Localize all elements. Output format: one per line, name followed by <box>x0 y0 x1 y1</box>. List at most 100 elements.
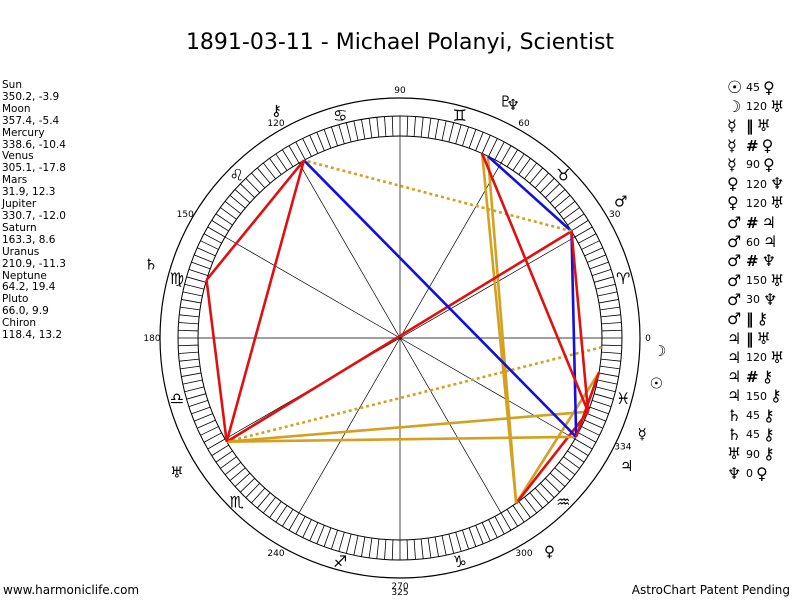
aspect-list: ☉ 45 ♀ ☽ 120 ♅ ☿ ‖ ♅ ☿ # ♀ ☿ 90 ♀ ♀ 120 ♆ ♀ 120 ♅ ♂ # ♃ ♂ 60 ♃ ♂ # ♆ ♂… <box>727 78 799 483</box>
aspect-planet-b: ♅ <box>770 347 785 367</box>
degree-tick <box>345 122 352 143</box>
aspect-planet-b: ⚷ <box>763 444 775 464</box>
aspect-row: ♂ 30 ♆ <box>727 290 799 309</box>
degree-tick <box>529 492 544 509</box>
aspect-planet-a: ☉ <box>727 77 743 98</box>
aspect-angle: ‖ <box>746 117 754 136</box>
aspect-line <box>226 410 589 444</box>
website-link[interactable]: www.harmoniclife.com <box>3 583 140 597</box>
planet-name: Saturn <box>2 221 37 234</box>
degree-tick <box>376 117 380 138</box>
aspect-angle: # <box>746 136 759 155</box>
aspect-planet-a: ☿ <box>727 116 737 136</box>
planet-coords: 64.2, 19.4 <box>2 281 56 294</box>
aspect-planet-a: ♅ <box>727 444 742 464</box>
degree-tick <box>567 450 585 463</box>
degree-tick <box>540 178 555 193</box>
degree-tick <box>188 400 209 407</box>
leo-glyph: ♌ <box>229 166 243 185</box>
degree-tick <box>529 167 544 184</box>
capricorn-glyph: ♑ <box>453 552 467 571</box>
degree-tick <box>211 220 229 232</box>
degree-tick <box>554 194 571 209</box>
planet-coords: 350.2, -3.9 <box>2 90 60 103</box>
degree-tick <box>178 351 199 354</box>
degree-tick <box>574 438 593 450</box>
aspect-row: ☿ # ♀ <box>727 136 799 155</box>
degree-tick <box>601 329 622 332</box>
aspect-line <box>205 159 305 281</box>
aspect-angle: 120 <box>746 351 767 365</box>
degree-tick <box>598 299 619 304</box>
degree-tick <box>597 291 618 297</box>
degree-tick <box>224 462 242 475</box>
degree-tick <box>512 153 525 171</box>
aspect-planet-b: ♅ <box>770 193 785 213</box>
degree-tick <box>184 386 205 393</box>
degree-tick <box>599 365 620 370</box>
degree-tick <box>229 467 246 482</box>
aspect-line <box>303 159 572 233</box>
degree-tick <box>563 207 580 220</box>
degree-tick <box>441 120 447 141</box>
aquarius-glyph: ♒ <box>556 492 570 511</box>
degree-tick <box>220 456 237 469</box>
aspect-planet-b: ♅ <box>756 328 771 348</box>
degree-tick <box>578 432 597 443</box>
cancer-glyph: ♋ <box>333 106 347 125</box>
degree-tick <box>194 254 213 263</box>
virgo-glyph: ♍ <box>170 269 184 288</box>
aspect-angle: 0 <box>746 467 753 481</box>
degree-tick <box>288 512 300 531</box>
aspect-planet-b: ♀ <box>763 154 775 174</box>
degree-tick <box>455 532 462 552</box>
aspect-row: ♄ 45 ⚷ <box>727 425 799 444</box>
degree-tick <box>545 478 560 493</box>
aspect-planet-b: ♆ <box>770 174 785 194</box>
aspect-planet-b: ♀ <box>763 77 775 97</box>
aspect-planet-a: ☿ <box>727 154 737 174</box>
degree-tick <box>220 207 237 220</box>
degree-tick <box>534 172 549 189</box>
degree-tick <box>567 213 585 226</box>
degree-tick <box>494 516 505 535</box>
degree-tick <box>518 501 531 518</box>
planet-coords: 31.9, 12.3 <box>2 186 56 199</box>
degree-tick <box>506 509 518 527</box>
aspect-planet-a: ♄ <box>727 424 742 444</box>
degree-tick <box>500 145 512 164</box>
degree-tick <box>186 393 206 400</box>
degree-tick <box>188 269 209 276</box>
aspect-row: ♀ 120 ♅ <box>727 194 799 213</box>
degree-tick <box>595 283 616 290</box>
degree-tick <box>181 372 202 377</box>
degree-tick <box>197 247 216 257</box>
degree-tick <box>179 358 200 362</box>
aspect-angle: 120 <box>746 177 767 191</box>
aspect-line <box>570 231 578 437</box>
degree-tick <box>323 527 332 547</box>
degree-tick <box>181 299 202 304</box>
degree-tick <box>353 120 359 141</box>
aspect-angle: 150 <box>746 274 767 288</box>
venus-glyph: ♀ <box>544 543 555 561</box>
degree-tick <box>331 126 338 147</box>
degree-tick <box>256 167 271 184</box>
degree-tick <box>391 116 394 137</box>
degree-tick <box>420 117 424 138</box>
degree-tick <box>180 306 201 311</box>
degree-tick <box>601 344 622 347</box>
degree-tick <box>338 532 345 552</box>
degree-tick <box>263 162 276 180</box>
jupiter-glyph: ♃ <box>620 457 633 475</box>
degree-tick <box>545 183 560 198</box>
planet-name: Neptune <box>2 269 47 282</box>
degree-tick <box>481 522 491 541</box>
degree-tick <box>584 419 603 429</box>
degree-tick <box>368 118 373 139</box>
degree-tick <box>275 505 288 523</box>
degree-tick <box>427 537 432 558</box>
aspect-row: ☉ 45 ♀ <box>727 78 799 97</box>
sagittarius-glyph: ♐ <box>333 552 347 571</box>
planet-coords: 357.4, -5.4 <box>2 114 60 127</box>
